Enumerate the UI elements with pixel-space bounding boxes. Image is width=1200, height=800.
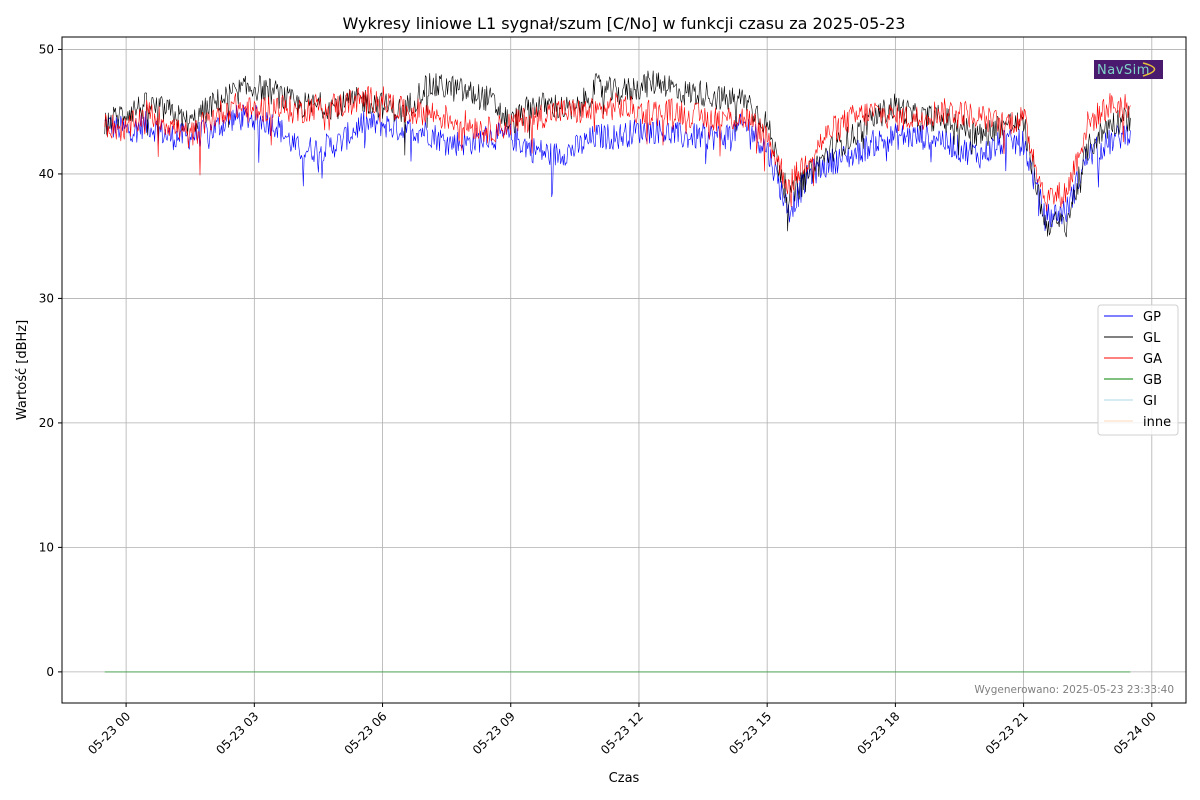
legend-label-gl: GL xyxy=(1143,331,1161,346)
x-tick-label: 05-24 00 xyxy=(1111,709,1159,757)
navsim-logo: NavSim xyxy=(1094,60,1163,79)
y-tick-label: 10 xyxy=(39,540,54,554)
y-tick-label: 40 xyxy=(39,167,54,181)
x-tick-label: 05-23 03 xyxy=(213,709,261,757)
grid xyxy=(62,37,1186,703)
chart-title: Wykresy liniowe L1 sygnał/szum [C/No] w … xyxy=(343,14,906,33)
generated-annotation: Wygenerowano: 2025-05-23 23:33:40 xyxy=(974,684,1174,696)
legend-label-gb: GB xyxy=(1143,373,1162,388)
x-tick-label: 05-23 00 xyxy=(85,709,133,757)
y-tick-label: 20 xyxy=(39,416,54,430)
ticks: 0 10 20 30 40 50 05-23 00 05-23 03 05-23 06 05-23… xyxy=(39,42,1159,757)
x-tick-label: 05-23 12 xyxy=(598,709,646,757)
series-group xyxy=(104,70,1131,673)
y-tick-label: 30 xyxy=(39,291,54,305)
x-tick-label: 05-23 06 xyxy=(342,709,390,757)
x-tick-label: 05-23 21 xyxy=(983,709,1031,757)
svg-text:NavSim: NavSim xyxy=(1097,63,1150,78)
legend-label-inne: inne xyxy=(1143,415,1171,430)
series-line-gp xyxy=(104,104,1131,232)
legend-label-ga: GA xyxy=(1143,352,1162,367)
y-tick-label: 0 xyxy=(46,665,54,679)
x-tick-label: 05-23 09 xyxy=(470,709,518,757)
y-axis-label: Wartość [dBHz] xyxy=(15,320,30,420)
x-tick-label: 05-23 18 xyxy=(854,709,902,757)
legend: GP GL GA GB GI inne xyxy=(1097,304,1179,436)
legend-label-gp: GP xyxy=(1143,310,1161,325)
x-axis-label: Czas xyxy=(609,771,640,786)
legend-label-gi: GI xyxy=(1143,394,1157,409)
series-line-ga xyxy=(104,85,1131,212)
x-tick-label: 05-23 15 xyxy=(726,709,774,757)
y-tick-label: 50 xyxy=(39,42,54,56)
series-line-gl xyxy=(104,70,1131,238)
plot-frame xyxy=(61,36,1187,704)
